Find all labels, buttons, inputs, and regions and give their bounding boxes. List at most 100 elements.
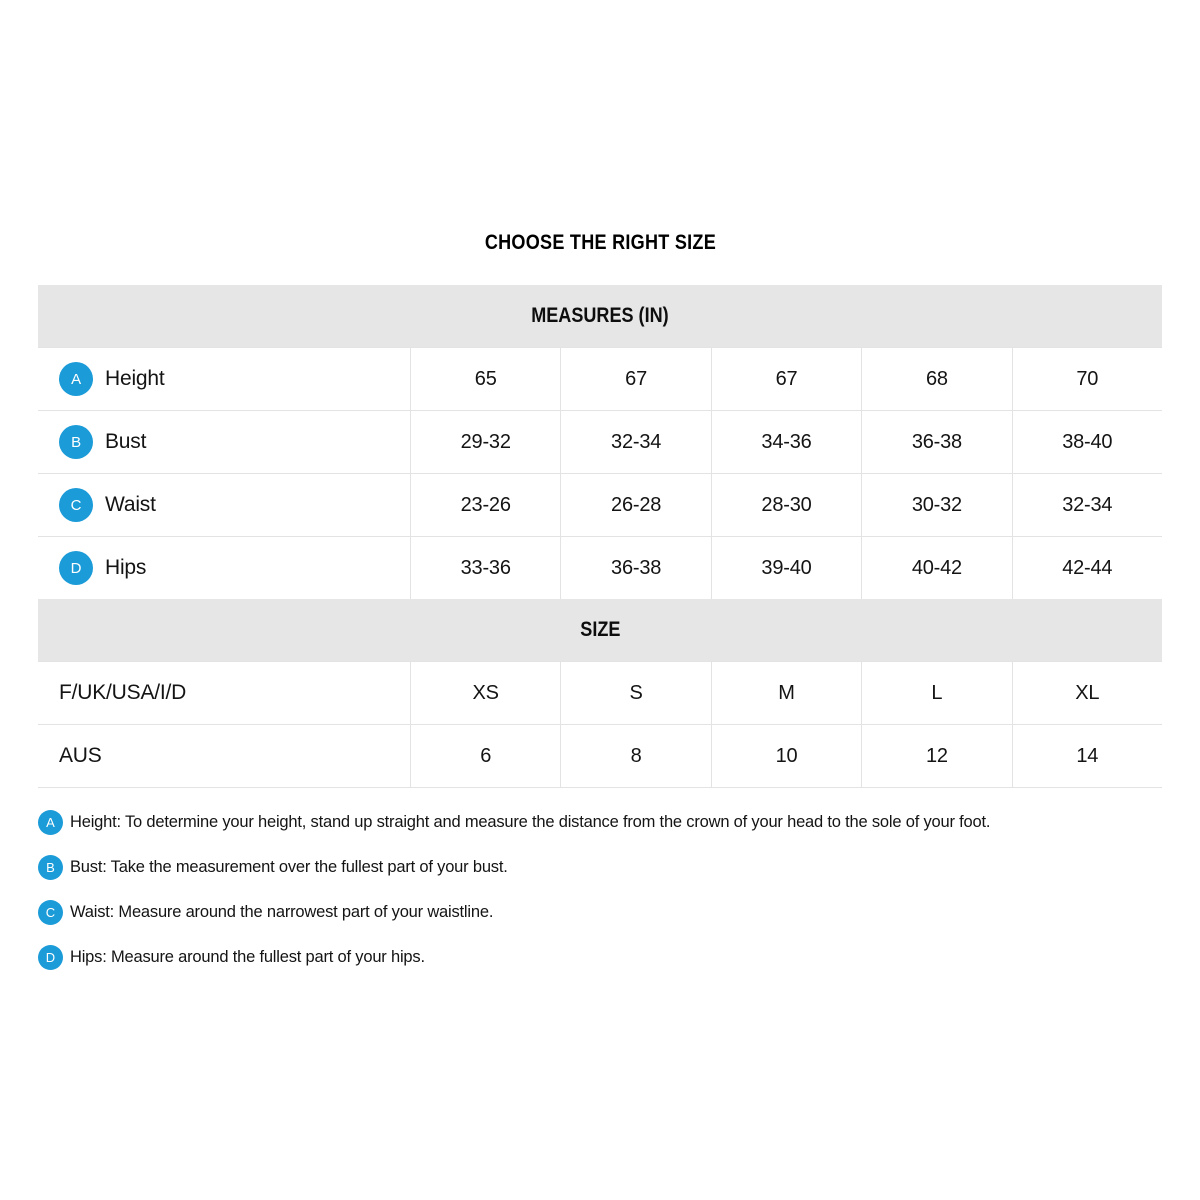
row-label-cell: B Bust xyxy=(38,411,410,473)
value-cell: 8 xyxy=(560,725,710,787)
footnote-waist: C Waist: Measure around the narrowest pa… xyxy=(38,900,1162,925)
value-cell: 40-42 xyxy=(861,537,1011,599)
value-cell: 33-36 xyxy=(410,537,560,599)
value-text: 8 xyxy=(630,744,642,767)
table-row-hips: D Hips 33-36 36-38 39-40 40-42 42-44 xyxy=(38,536,1162,599)
value-cell: 38-40 xyxy=(1011,411,1162,473)
value-text: 40-42 xyxy=(911,556,962,579)
value-text: 23-26 xyxy=(460,493,511,516)
value-cell: 68 xyxy=(861,348,1011,410)
value-cell: XS xyxy=(410,662,560,724)
value-text: 42-44 xyxy=(1062,556,1113,579)
table-row-international-sizes: F/UK/USA/I/D XS S M L XL xyxy=(38,661,1162,724)
value-text: M xyxy=(778,681,795,704)
row-label: Bust xyxy=(105,430,147,453)
letter-badge-d: D xyxy=(59,551,93,585)
letter-badge-a-text: A xyxy=(46,815,55,830)
value-text: 36-38 xyxy=(911,430,962,453)
measures-section-header: MEASURES (IN) xyxy=(38,285,1162,347)
value-text: 39-40 xyxy=(761,556,812,579)
value-cell: 32-34 xyxy=(560,411,710,473)
value-cell: 36-38 xyxy=(861,411,1011,473)
value-cell: 23-26 xyxy=(410,474,560,536)
value-cell: 12 xyxy=(861,725,1011,787)
row-label: Hips xyxy=(105,556,147,579)
footnote-text: Height: To determine your height, stand … xyxy=(70,813,991,831)
value-text: 29-32 xyxy=(460,430,511,453)
row-label: F/UK/USA/I/D xyxy=(59,681,187,704)
letter-badge-c-text: C xyxy=(45,905,56,920)
value-text: 32-34 xyxy=(1062,493,1113,516)
footnote-hips: D Hips: Measure around the fullest part … xyxy=(38,945,1162,970)
value-text: 26-28 xyxy=(611,493,662,516)
footnote-bust: B Bust: Take the measurement over the fu… xyxy=(38,855,1162,880)
value-text: 10 xyxy=(775,744,798,767)
value-cell: 26-28 xyxy=(560,474,710,536)
row-label: Height xyxy=(105,367,165,390)
value-cell: 67 xyxy=(560,348,710,410)
value-text: 67 xyxy=(625,367,648,390)
value-text: 32-34 xyxy=(611,430,662,453)
row-label-cell: C Waist xyxy=(38,474,410,536)
value-text: 6 xyxy=(480,744,492,767)
letter-badge-c: C xyxy=(59,488,93,522)
row-label-cell: AUS xyxy=(38,725,410,787)
value-cell: 30-32 xyxy=(861,474,1011,536)
value-text: 14 xyxy=(1076,744,1099,767)
measurement-footnotes: A Height: To determine your height, stan… xyxy=(38,810,1162,990)
value-cell: 28-30 xyxy=(710,474,861,536)
value-cell: XL xyxy=(1011,662,1162,724)
value-text: 67 xyxy=(775,367,798,390)
value-cell: M xyxy=(710,662,861,724)
footnote-text: Hips: Measure around the fullest part of… xyxy=(70,948,425,966)
value-text: XL xyxy=(1075,681,1100,704)
letter-badge-b-text: B xyxy=(71,433,81,451)
letter-badge-a: A xyxy=(38,810,63,835)
value-cell: 39-40 xyxy=(710,537,861,599)
letter-badge-d: D xyxy=(38,945,63,970)
size-section-header: SIZE xyxy=(38,599,1162,661)
letter-badge-d-text: D xyxy=(45,950,56,965)
row-label-cell: A Height xyxy=(38,348,410,410)
table-row-waist: C Waist 23-26 26-28 28-30 30-32 32-34 xyxy=(38,473,1162,536)
value-text: 65 xyxy=(474,367,497,390)
value-text: 34-36 xyxy=(761,430,812,453)
letter-badge-a-text: A xyxy=(71,370,81,388)
value-text: 38-40 xyxy=(1062,430,1113,453)
page-title-text: CHOOSE THE RIGHT SIZE xyxy=(484,231,716,254)
letter-badge-b: B xyxy=(38,855,63,880)
value-text: 33-36 xyxy=(460,556,511,579)
value-cell: 29-32 xyxy=(410,411,560,473)
table-row-height: A Height 65 67 67 68 70 xyxy=(38,347,1162,410)
value-text: 28-30 xyxy=(761,493,812,516)
letter-badge-d-text: D xyxy=(70,559,82,577)
value-text: 30-32 xyxy=(911,493,962,516)
value-cell: 42-44 xyxy=(1011,537,1162,599)
value-text: 12 xyxy=(925,744,948,767)
table-row-aus-sizes: AUS 6 8 10 12 14 xyxy=(38,724,1162,787)
letter-badge-c-text: C xyxy=(70,496,82,514)
value-cell: 6 xyxy=(410,725,560,787)
letter-badge-b: B xyxy=(59,425,93,459)
row-label: Waist xyxy=(105,493,156,516)
size-header-label: SIZE xyxy=(579,618,621,641)
value-cell: 67 xyxy=(710,348,861,410)
value-cell: 32-34 xyxy=(1011,474,1162,536)
value-cell: 70 xyxy=(1011,348,1162,410)
footnote-height: A Height: To determine your height, stan… xyxy=(38,810,1162,835)
table-row-bust: B Bust 29-32 32-34 34-36 36-38 38-40 xyxy=(38,410,1162,473)
value-text: 36-38 xyxy=(611,556,662,579)
row-label: AUS xyxy=(59,744,102,767)
letter-badge-c: C xyxy=(38,900,63,925)
value-cell: S xyxy=(560,662,710,724)
value-text: L xyxy=(931,681,943,704)
value-cell: 34-36 xyxy=(710,411,861,473)
value-cell: 10 xyxy=(710,725,861,787)
row-label-cell: D Hips xyxy=(38,537,410,599)
row-label-cell: F/UK/USA/I/D xyxy=(38,662,410,724)
letter-badge-b-text: B xyxy=(46,860,55,875)
value-text: 68 xyxy=(925,367,948,390)
page-title: CHOOSE THE RIGHT SIZE xyxy=(0,231,1200,255)
letter-badge-a: A xyxy=(59,362,93,396)
